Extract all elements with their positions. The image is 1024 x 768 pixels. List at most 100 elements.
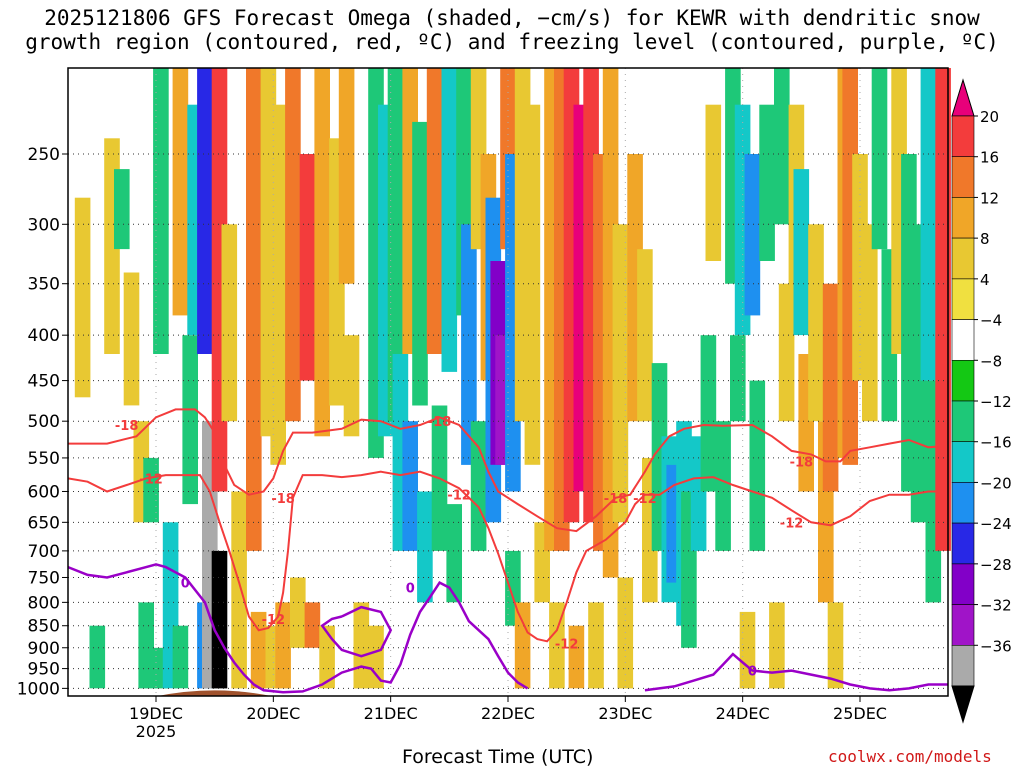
omega-cell [417,491,433,603]
colorbar-segment [951,197,975,239]
omega-cell [89,625,106,689]
x-tick-label: 22DEC [481,704,535,723]
title-line-2: growth region (contoured, red, ºC) and f… [25,30,999,54]
omega-cell [871,68,888,250]
omega-cell [299,154,316,381]
colorbar-label: −4 [980,312,1002,330]
omega-cell [275,602,291,689]
colorbar-segment [951,522,975,565]
x-tick-label: 24DEC [716,704,770,723]
colorbar-label: 12 [980,189,999,207]
colorbar-segment [951,237,975,280]
y-tick-label: 900 [28,639,60,659]
y-tick-label: 600 [28,482,60,502]
y-tick-label: 950 [28,660,60,680]
omega-cell [514,602,531,689]
omega-cell [314,68,330,437]
omega-cell [412,121,428,406]
omega-cell [270,104,286,465]
contour-label: -18 [604,492,628,507]
colorbar-segment [951,359,975,402]
colorbar-segment [951,319,975,361]
omega-cell [759,104,775,261]
contour-label: -18 [428,415,452,430]
colorbar-segment [951,400,975,443]
colorbar-label: 8 [980,230,990,248]
colorbar-top-arrow [951,78,975,117]
omega-cell [138,602,154,689]
omega-cell [822,283,839,492]
omega-cell [612,224,629,523]
contour-label: -18 [115,419,139,434]
omega-cell [426,68,443,354]
omega-cell [524,104,541,465]
omega-cell [172,625,189,689]
contour-label: -18 [790,455,814,470]
colorbar-label: −28 [980,556,1012,574]
omega-cell [319,625,335,689]
omega-cell [221,224,238,422]
x-axis-label: Forecast Time (UTC) [402,746,594,768]
omega-cell [808,224,824,422]
colorbar-label: −20 [980,474,1012,492]
y-tick-label: 550 [28,449,60,469]
omega-cell [778,283,795,422]
omega-shading [74,68,951,689]
contour-label: 0 [406,582,415,597]
contour-label: -12 [633,492,657,507]
omega-cell [470,421,487,551]
omega-cell [441,68,458,372]
omega-cell [744,154,761,316]
contour-minus12 [67,470,948,643]
contour-label: -18 [271,492,295,507]
omega-cell [343,335,360,437]
colorbar-segment [951,644,975,687]
credit-link[interactable]: coolwx.com/models [828,747,992,766]
colorbar-segment [951,563,975,605]
contour-label: -12 [139,472,163,487]
omega-cell [549,602,565,689]
terrain-bump [156,690,274,697]
colorbar-segment [951,156,975,198]
omega-cell [211,550,228,689]
y-tick-label: 500 [28,412,60,432]
omega-cell [172,68,189,316]
omega-cell [143,457,159,523]
omega-cell [182,335,198,505]
contour-freezing-right [644,652,948,692]
contour-label: 0 [181,577,190,592]
contour-freezing-loop [320,605,393,658]
colorbar-label: −8 [980,352,1002,370]
omega-cell [700,335,717,492]
contour-minus18 [68,408,949,533]
omega-cell [568,625,585,689]
colorbar-label: −32 [980,597,1012,615]
contour-label: -12 [262,613,286,628]
omega-cell [197,68,213,354]
omega-cell [705,104,722,261]
omega-cell [402,421,418,551]
omega-cell [368,625,384,689]
omega-cell [461,224,477,465]
y-tick-label: 450 [28,372,60,392]
chart-title: 2025121806 GFS Forecast Omega (shaded, −… [0,6,1024,54]
omega-cell [353,602,370,689]
y-tick-label: 650 [28,513,60,533]
colorbar-segment [951,115,975,158]
omega-cell [793,169,810,336]
title-line-1: 2025121806 GFS Forecast Omega (shaded, −… [44,6,980,30]
y-tick-label: 400 [28,326,60,346]
omega-cell [730,335,746,422]
omega-cell [231,491,247,689]
omega-cell [338,68,355,284]
colorbar-label: −36 [980,637,1012,655]
omega-cell [637,249,653,422]
y-tick-label: 850 [28,617,60,637]
omega-cell [774,68,790,225]
omega-cell [153,68,169,354]
omega-cell [250,611,267,689]
omega-cell [769,602,785,689]
y-tick-label: 800 [28,593,60,613]
colorbar-segment [951,604,975,646]
